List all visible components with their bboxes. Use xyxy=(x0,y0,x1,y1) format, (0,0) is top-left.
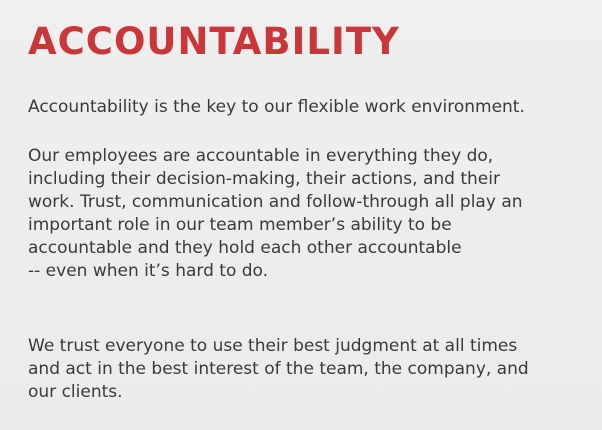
paragraph-line: Our employees are accountable in everyth… xyxy=(28,146,494,166)
paragraph-line: Accountability is the key to our flexibl… xyxy=(28,97,525,117)
paragraph-flexible-work: Accountability is the key to our flexibl… xyxy=(28,96,525,119)
paragraph-line: accountable and they hold each other acc… xyxy=(28,238,462,258)
paragraph-line: and act in the best interest of the team… xyxy=(28,359,529,379)
paragraph-line: We trust everyone to use their best judg… xyxy=(28,336,518,356)
paragraph-line: -- even when it’s hard to do. xyxy=(28,261,269,281)
paragraph-trust-judgment: We trust everyone to use their best judg… xyxy=(28,335,529,404)
paragraph-line: including their decision-making, their a… xyxy=(28,169,500,189)
paragraph-line: work. Trust, communication and follow-th… xyxy=(28,192,523,212)
paragraph-line: important role in our team member’s abil… xyxy=(28,215,452,235)
paragraph-line: our clients. xyxy=(28,382,123,402)
slide-title: ACCOUNTABILITY xyxy=(28,20,400,63)
paragraph-employees-accountable: Our employees are accountable in everyth… xyxy=(28,145,523,283)
